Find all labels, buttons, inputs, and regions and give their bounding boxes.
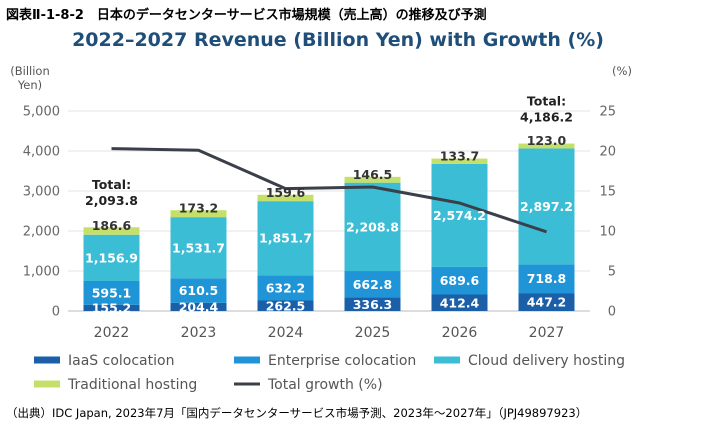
bar-segment (431, 163, 488, 267)
bar-segment (83, 227, 140, 235)
y-tick-left: 0 (52, 305, 60, 320)
bar-segment (170, 302, 227, 311)
bar-segment (344, 176, 401, 183)
segment-label: 718.8 (527, 271, 567, 286)
y-axis-label-left: (Billion Yen) (10, 64, 49, 92)
bar-segment (431, 158, 488, 164)
y-tick-left: 2,000 (23, 225, 60, 240)
bar-segment (83, 234, 140, 281)
legend-label: Enterprise colocation (268, 353, 416, 369)
legend-swatch (434, 356, 460, 364)
bar-segment (170, 217, 227, 279)
source-note: （出典）IDC Japan, 2023年7月「国内データセンターサービス市場予測… (6, 406, 588, 420)
legend-swatch (34, 356, 60, 364)
segment-label: 632.2 (266, 280, 306, 295)
x-tick-label: 2027 (529, 325, 565, 341)
segment-label: 336.3 (353, 297, 393, 312)
x-tick-label: 2024 (268, 325, 304, 341)
growth-line (111, 147, 547, 234)
segment-label: 2,574.2 (433, 208, 486, 223)
bar-segment (257, 194, 314, 202)
segment-label: 610.5 (179, 283, 219, 298)
total-value: 4,186.2 (520, 110, 573, 125)
bars (83, 143, 575, 311)
growth-line-group (111, 147, 547, 234)
segment-label: 173.2 (179, 201, 219, 216)
bar-segment (257, 275, 314, 301)
bar-segment (518, 264, 575, 294)
bar-segment (344, 297, 401, 311)
segment-label: 204.4 (179, 299, 219, 314)
y-ticks-left: 0 1,000 2,000 3,000 4,000 5,000 (23, 105, 60, 320)
figure-caption: 図表Ⅱ-1-8-2 日本のデータセンターサービス市場規模（売上高）の推移及び予測 (6, 8, 487, 23)
y-tick-left: 5,000 (23, 105, 60, 120)
segment-label: 123.0 (527, 133, 567, 148)
y-tick-right: 25 (599, 105, 616, 120)
bar-segment (431, 266, 488, 295)
bar-segment (257, 201, 314, 276)
legend-label: Total growth (%) (267, 377, 383, 393)
y-tick-left: 3,000 (23, 185, 60, 200)
y-axis-label-left-text: (Billion Yen) (10, 64, 49, 92)
legend-label: Cloud delivery hosting (468, 353, 625, 369)
bar-segment (170, 210, 227, 218)
bar-segment (170, 278, 227, 303)
segment-label: 1,531.7 (172, 240, 225, 255)
segment-label: 595.1 (92, 285, 132, 300)
segment-label: 159.6 (266, 185, 306, 200)
segment-label: 1,156.9 (85, 250, 138, 265)
y-tick-left: 1,000 (23, 265, 60, 280)
x-tick-label: 2025 (355, 325, 391, 341)
segment-label: 412.4 (440, 295, 480, 310)
segment-label: 689.6 (440, 273, 480, 288)
total-value: 2,093.8 (85, 193, 138, 208)
legend-label: Traditional hosting (67, 377, 197, 393)
bar-segment (518, 143, 575, 149)
x-tick-label: 2022 (94, 325, 130, 341)
segment-label: 1,851.7 (259, 231, 312, 246)
gridlines (68, 110, 590, 312)
segment-label: 2,897.2 (520, 199, 573, 214)
segment-label: 155.2 (92, 300, 132, 315)
bar-segment (83, 304, 140, 311)
x-tick-labels: 2022 2023 2024 2025 2026 2027 (94, 325, 565, 341)
total-label: Total: (92, 177, 131, 192)
legend-swatch (234, 356, 260, 364)
bar-segment (518, 148, 575, 265)
y-ticks-right: 0 5 10 15 20 25 (599, 105, 616, 320)
legend: IaaS colocation Enterprise colocation Clou… (34, 353, 625, 393)
y-tick-right: 0 (608, 305, 616, 320)
y-axis-label-line: (Billion (10, 64, 49, 78)
legend-label: IaaS colocation (68, 353, 174, 369)
segment-label: 186.6 (92, 218, 132, 233)
bar-segment (257, 300, 314, 311)
chart-title: 2022–2027 Revenue (Billion Yen) with Gro… (72, 29, 604, 51)
segment-label: 146.5 (353, 167, 393, 182)
bar-segment (431, 294, 488, 311)
legend-swatch (34, 380, 60, 388)
x-tick-label: 2026 (442, 325, 478, 341)
segment-label: 133.7 (440, 148, 480, 163)
total-label: Total: (527, 94, 566, 109)
bar-segment (344, 271, 401, 298)
y-tick-right: 15 (599, 185, 616, 200)
y-tick-left: 4,000 (23, 145, 60, 160)
y-axis-label-line: Yen) (17, 78, 42, 92)
y-tick-right: 5 (608, 265, 616, 280)
segment-label: 447.2 (527, 295, 567, 310)
x-tick-label: 2023 (181, 325, 217, 341)
y-tick-right: 10 (599, 225, 616, 240)
segment-label: 262.5 (266, 298, 306, 313)
bar-segment (83, 280, 140, 305)
y-tick-right: 20 (599, 145, 616, 160)
bar-segment (518, 293, 575, 311)
y-axis-label-right: (%) (612, 64, 632, 78)
segment-label: 662.8 (353, 277, 393, 292)
segment-label: 2,208.8 (346, 219, 399, 234)
bar-segment (344, 182, 401, 272)
